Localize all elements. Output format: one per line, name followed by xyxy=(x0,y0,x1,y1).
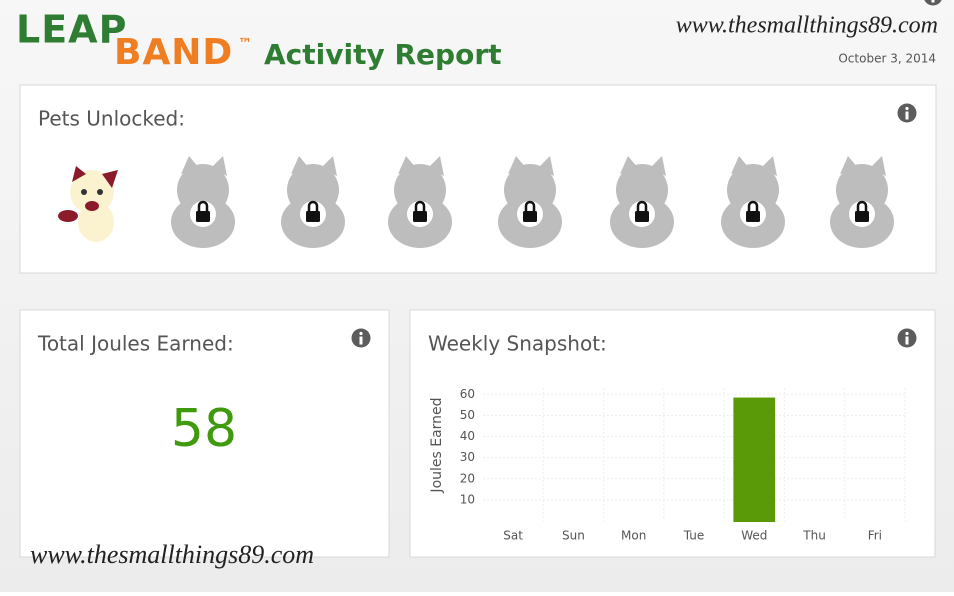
pets-row xyxy=(58,156,894,248)
x-tick-label: Sat xyxy=(503,529,523,543)
lock-shackle xyxy=(307,200,319,212)
pet-head xyxy=(70,170,114,214)
watermark: www.thesmallthings89.com xyxy=(30,540,314,569)
weekly-panel xyxy=(409,309,936,558)
report-title: Activity Report xyxy=(264,38,502,71)
lock-shackle xyxy=(747,200,759,212)
pet-ears xyxy=(731,156,777,176)
joules-title: Total Joules Earned: xyxy=(37,332,234,356)
y-tick-label: 60 xyxy=(460,387,475,401)
x-tick-label: Fri xyxy=(868,529,882,543)
y-axis-label: Joules Earned xyxy=(429,397,445,493)
trademark: ™ xyxy=(238,36,252,52)
lock-body xyxy=(413,211,427,222)
pet-ears xyxy=(72,166,118,188)
weekly-title: Weekly Snapshot: xyxy=(428,332,607,356)
y-tick-label: 10 xyxy=(460,492,475,506)
y-tick-label: 40 xyxy=(460,429,475,443)
lock-shackle xyxy=(856,200,868,212)
pet-head xyxy=(836,164,888,216)
x-tick-label: Mon xyxy=(621,529,646,543)
pet-ears xyxy=(620,156,666,176)
pet-ears xyxy=(508,156,554,176)
lock-body xyxy=(523,211,537,222)
pet-locked xyxy=(498,156,562,248)
y-tick-label: 20 xyxy=(460,471,475,485)
pet-head xyxy=(727,164,779,216)
lock-shackle xyxy=(524,200,536,212)
x-tick-label: Sun xyxy=(562,529,585,543)
info-icon[interactable] xyxy=(897,328,917,348)
lock-shackle xyxy=(636,200,648,212)
pet-unlocked xyxy=(58,166,118,242)
pet-locked xyxy=(388,156,452,248)
pet-eye xyxy=(97,189,103,195)
pet-head xyxy=(394,164,446,216)
pets-panel xyxy=(19,84,937,274)
pet-head xyxy=(287,164,339,216)
bar xyxy=(733,397,776,522)
pet-locked xyxy=(830,156,894,248)
lock-body xyxy=(635,211,649,222)
lock-shackle xyxy=(197,200,209,212)
pet-locked xyxy=(171,156,235,248)
lock-body xyxy=(855,211,869,222)
lock-body xyxy=(196,211,210,222)
logo-leap: LEAP xyxy=(16,8,127,52)
y-tick-label: 30 xyxy=(460,450,475,464)
pets-title: Pets Unlocked: xyxy=(38,107,185,131)
pet-head xyxy=(177,164,229,216)
pet-ears xyxy=(181,156,227,176)
x-tick-label: Wed xyxy=(741,529,767,543)
joules-panel xyxy=(19,309,390,558)
pet-ears xyxy=(840,156,886,176)
pet-eye xyxy=(81,189,87,195)
pet-ears xyxy=(291,156,337,176)
pet-locked xyxy=(281,156,345,248)
pet-locked xyxy=(610,156,674,248)
lock-body xyxy=(746,211,760,222)
x-tick-label: Thu xyxy=(802,529,826,543)
x-tick-label: Tue xyxy=(683,529,705,543)
lock-shackle xyxy=(414,200,426,212)
info-icon[interactable] xyxy=(351,328,371,348)
y-tick-label: 50 xyxy=(460,408,475,422)
pet-head xyxy=(616,164,668,216)
logo-band: BAND xyxy=(114,32,233,73)
weekly-chart: 10 20 30 40 50 60 Sat Sun Mon Tue Wed Thu Fri xyxy=(460,387,906,543)
watermark: www.thesmallthings89.com xyxy=(676,13,938,39)
pet-ears xyxy=(398,156,444,176)
report-date: October 3, 2014 xyxy=(838,52,936,66)
pet-mouth xyxy=(85,201,99,211)
pet-tail xyxy=(58,210,78,222)
lock-body xyxy=(306,211,320,222)
pet-locked xyxy=(721,156,785,248)
info-icon[interactable] xyxy=(897,103,917,123)
joules-value: 58 xyxy=(171,399,237,459)
pet-head xyxy=(504,164,556,216)
